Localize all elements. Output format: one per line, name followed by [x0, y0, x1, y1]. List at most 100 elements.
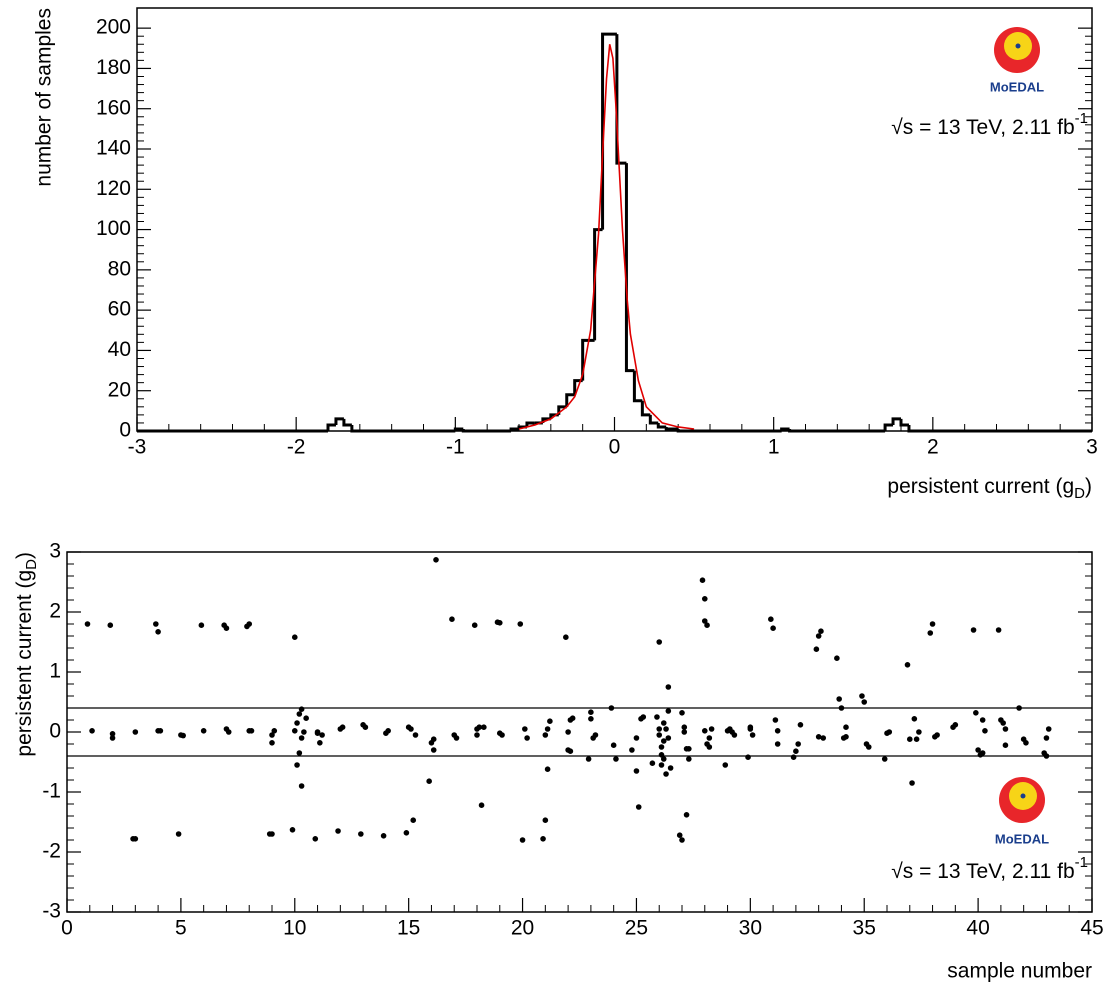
point [588, 709, 594, 715]
point [522, 726, 528, 732]
x-tick-label: 20 [511, 917, 534, 940]
y-tick-label: 0 [49, 720, 61, 743]
y-tick-label: -2 [42, 840, 61, 863]
point [155, 629, 161, 635]
histogram-bin [334, 417, 344, 425]
point [132, 836, 139, 842]
point [747, 724, 754, 730]
point [706, 744, 713, 750]
point [430, 747, 437, 753]
histogram-bin [664, 426, 679, 431]
point [132, 729, 139, 735]
point [271, 728, 278, 734]
point [269, 732, 275, 738]
point [843, 724, 849, 730]
y-tick-label: 160 [96, 96, 131, 119]
point [478, 802, 485, 808]
point [774, 741, 781, 747]
point [298, 706, 305, 712]
y-tick-label: 100 [96, 217, 131, 240]
y-tick-label: 140 [96, 137, 131, 160]
point [291, 728, 298, 734]
plot: -3 -2 -1 0 1 2 3 0 20 40 60 80 100 120 140 160 180 200 per… [33, 7, 1098, 502]
point [430, 736, 437, 742]
point [934, 732, 940, 738]
point [660, 756, 667, 762]
point [519, 837, 526, 843]
point [979, 717, 986, 723]
point [542, 732, 549, 738]
moedal-logo: MoEDAL [990, 27, 1044, 94]
histogram-bin [615, 34, 627, 165]
y-axis-label: number of samples [33, 8, 56, 187]
histogram-bin [525, 421, 535, 427]
point [433, 557, 439, 563]
point [679, 837, 685, 843]
x-tick-label: -3 [128, 436, 147, 459]
point [200, 728, 207, 734]
histogram-bin [632, 370, 643, 403]
point [408, 726, 414, 732]
point [982, 728, 988, 734]
point [296, 711, 303, 717]
point [109, 735, 116, 741]
point [385, 728, 391, 734]
point [223, 625, 230, 631]
point [610, 742, 617, 748]
histogram-bin [624, 163, 635, 373]
point [410, 817, 417, 823]
superscript: -1 [1075, 110, 1088, 127]
point [291, 634, 298, 640]
y-tick-label: 3 [49, 540, 61, 563]
y-tick-label: 40 [108, 338, 131, 361]
point [298, 735, 305, 741]
histogram-bin [907, 424, 1092, 433]
point [635, 804, 642, 810]
fit-curve [518, 44, 695, 430]
point [317, 740, 323, 746]
histogram-bin [891, 417, 901, 425]
point [362, 724, 369, 730]
point [314, 730, 321, 736]
point [449, 616, 455, 622]
point [269, 740, 275, 746]
point [474, 732, 480, 738]
point [335, 828, 341, 834]
point [547, 718, 553, 724]
point [952, 722, 959, 728]
point [339, 724, 346, 730]
point [667, 765, 674, 771]
label-part: √s = 13 TeV, 2.11 fb [891, 860, 1074, 883]
logo-text: MoEDAL [990, 79, 1044, 94]
point [481, 724, 487, 730]
x-tick-label: 0 [61, 917, 73, 940]
point [567, 748, 574, 754]
x-tick-label: 3 [1086, 436, 1098, 459]
point [656, 732, 663, 738]
x-tick-label: 30 [739, 917, 762, 940]
point [649, 760, 656, 766]
point [701, 728, 708, 734]
point [585, 756, 592, 762]
point [886, 729, 893, 735]
point [904, 662, 911, 668]
y-tick-label: 120 [96, 177, 131, 200]
point [663, 771, 669, 777]
histogram-bin [648, 414, 659, 425]
y-tick-label: 2 [49, 600, 61, 623]
y-tick-label: -1 [42, 780, 61, 803]
point [927, 630, 934, 636]
point [109, 731, 116, 737]
point [722, 762, 729, 768]
moedal-logo: MoEDAL [995, 777, 1049, 846]
point [881, 756, 888, 762]
annotation: √s = 13 TeV, 2.11 fb-1 [891, 854, 1088, 883]
point [403, 830, 410, 836]
histogram-bin [565, 393, 575, 407]
point [544, 726, 551, 732]
superscript: -1 [1075, 854, 1088, 871]
histogram-bin [656, 422, 667, 429]
point [656, 726, 663, 732]
point [298, 783, 305, 789]
point [699, 577, 706, 583]
